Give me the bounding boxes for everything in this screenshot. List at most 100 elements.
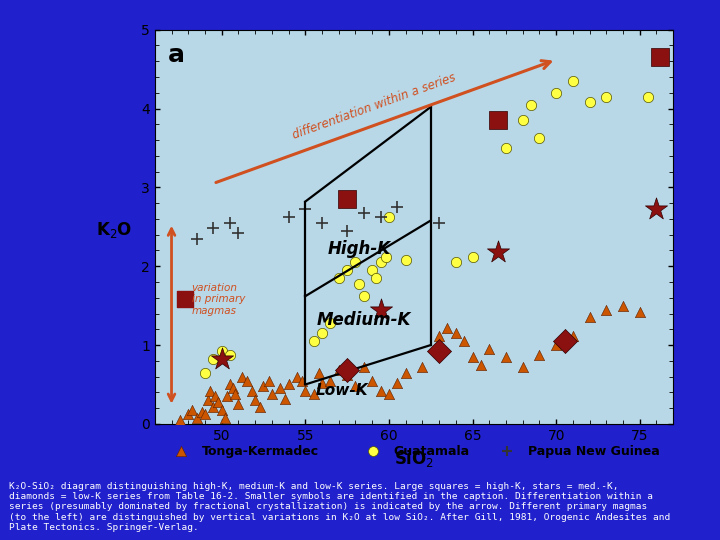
Point (526, 100, 537, 109)
Text: K$_2$O: K$_2$O (96, 219, 132, 240)
Point (380, 252, 392, 261)
Point (296, 376, 307, 385)
Point (196, 408, 207, 416)
Point (316, 219, 328, 227)
Point (450, 329, 462, 338)
Point (249, 396, 261, 404)
Point (308, 390, 320, 399)
Text: a: a (168, 44, 185, 68)
Point (207, 402, 219, 411)
Point (186, 406, 197, 414)
Point (236, 372, 248, 381)
Point (450, 258, 462, 267)
Point (358, 208, 369, 217)
Point (199, 410, 211, 418)
Point (333, 274, 344, 282)
Point (400, 255, 411, 264)
Text: Tonga-Kermadec: Tonga-Kermadec (202, 444, 318, 457)
Point (341, 266, 353, 274)
Point (350, 258, 361, 267)
Point (500, 144, 512, 152)
Point (375, 387, 387, 395)
Text: Medium-K: Medium-K (317, 311, 411, 329)
Point (216, 347, 228, 356)
Point (179, 295, 191, 303)
Point (325, 319, 336, 327)
Point (375, 258, 387, 267)
Point (492, 248, 503, 256)
Point (383, 213, 395, 221)
Point (366, 447, 378, 455)
Point (291, 372, 302, 381)
Point (325, 376, 336, 385)
Point (202, 396, 214, 404)
Point (366, 376, 378, 385)
Text: variation
in primary
magmas: variation in primary magmas (192, 283, 245, 316)
Point (316, 329, 328, 338)
Point (459, 337, 470, 346)
Point (392, 379, 403, 387)
Point (358, 363, 369, 372)
Point (279, 394, 291, 403)
Point (341, 366, 353, 375)
Point (353, 279, 364, 288)
Point (210, 392, 221, 401)
Point (467, 353, 478, 361)
X-axis label: SiO$_2$: SiO$_2$ (394, 448, 434, 469)
Point (433, 347, 445, 356)
Point (392, 203, 403, 212)
Point (517, 116, 528, 125)
Point (433, 331, 445, 340)
Point (617, 301, 629, 310)
Point (300, 205, 311, 214)
Point (383, 390, 395, 399)
Point (358, 292, 369, 300)
Point (534, 134, 545, 143)
Point (350, 382, 361, 390)
Point (654, 53, 665, 62)
Point (500, 353, 512, 361)
Point (550, 89, 562, 97)
Point (191, 234, 202, 243)
Point (228, 384, 239, 393)
Point (191, 413, 202, 422)
Point (370, 274, 382, 282)
Point (241, 376, 253, 385)
Point (375, 213, 387, 221)
Point (174, 416, 186, 424)
Point (517, 363, 528, 372)
Point (492, 116, 503, 125)
Point (274, 384, 286, 393)
Point (333, 366, 344, 375)
Point (216, 355, 228, 363)
Point (634, 308, 646, 316)
Point (207, 224, 219, 233)
Point (204, 387, 216, 395)
Point (233, 400, 244, 408)
Point (316, 379, 328, 387)
Point (199, 368, 211, 377)
Point (475, 361, 487, 369)
Point (584, 313, 595, 322)
Text: High-K: High-K (328, 240, 390, 258)
Point (216, 406, 228, 414)
Point (300, 387, 311, 395)
Point (600, 92, 612, 101)
Point (600, 305, 612, 314)
Point (220, 413, 231, 422)
Point (417, 363, 428, 372)
Point (182, 410, 194, 418)
Point (308, 337, 320, 346)
Point (229, 390, 240, 399)
Point (225, 219, 236, 227)
Point (246, 387, 258, 395)
Point (484, 345, 495, 353)
Point (233, 229, 244, 238)
Text: Guatamala: Guatamala (393, 444, 469, 457)
Point (567, 331, 579, 340)
Point (283, 213, 294, 221)
Point (550, 341, 562, 349)
Point (254, 402, 266, 411)
Point (221, 392, 233, 401)
Point (441, 323, 453, 332)
